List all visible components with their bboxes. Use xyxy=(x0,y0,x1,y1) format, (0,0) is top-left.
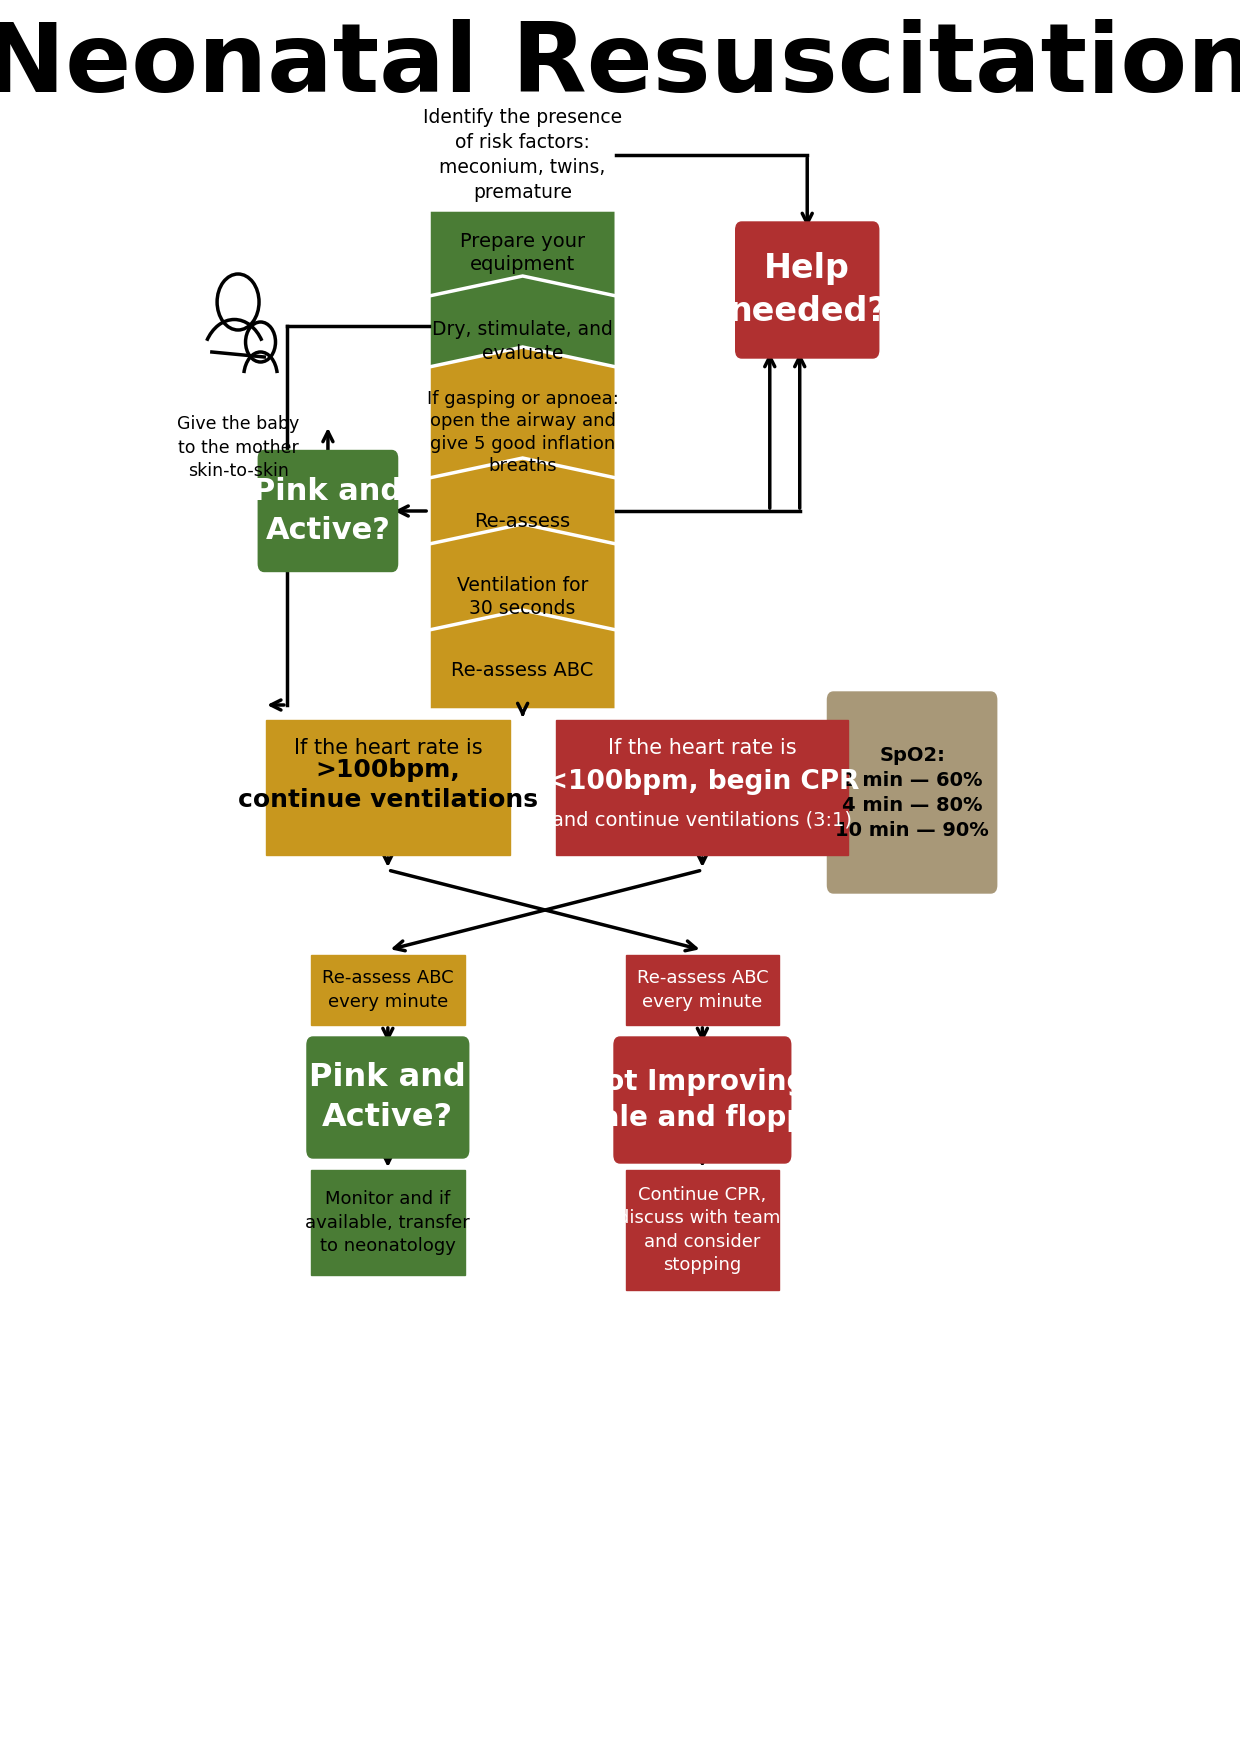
Text: and continue ventilations (3:1): and continue ventilations (3:1) xyxy=(552,810,852,829)
FancyBboxPatch shape xyxy=(626,955,779,1026)
Text: Dry, stimulate, and
evaluate: Dry, stimulate, and evaluate xyxy=(433,321,613,363)
Text: SpO2:
2 min — 60%
4 min — 80%
10 min — 90%: SpO2: 2 min — 60% 4 min — 80% 10 min — 9… xyxy=(836,745,990,840)
Polygon shape xyxy=(429,458,616,568)
FancyBboxPatch shape xyxy=(308,1038,469,1159)
Polygon shape xyxy=(429,347,616,501)
Polygon shape xyxy=(429,275,616,391)
Text: Neonatal Resuscitation: Neonatal Resuscitation xyxy=(0,19,1240,112)
Text: Pink and
Active?: Pink and Active? xyxy=(253,477,403,545)
Text: Re-assess ABC
every minute: Re-assess ABC every minute xyxy=(322,969,454,1011)
Text: <100bpm, begin CPR: <100bpm, begin CPR xyxy=(546,770,859,796)
Text: Re-assess ABC
every minute: Re-assess ABC every minute xyxy=(636,969,769,1011)
Text: >100bpm,
continue ventilations: >100bpm, continue ventilations xyxy=(238,757,538,812)
FancyBboxPatch shape xyxy=(735,223,879,358)
Text: Identify the presence
of risk factors:
meconium, twins,
premature: Identify the presence of risk factors: m… xyxy=(423,109,622,202)
Text: If gasping or apnoea:
open the airway and
give 5 good inflation
breaths: If gasping or apnoea: open the airway an… xyxy=(427,391,619,475)
Text: Help
needed?: Help needed? xyxy=(728,252,887,328)
Text: Pink and
Active?: Pink and Active? xyxy=(310,1062,466,1132)
Polygon shape xyxy=(429,610,616,710)
FancyBboxPatch shape xyxy=(267,720,510,855)
Text: Continue CPR,
discuss with team,
and consider
stopping: Continue CPR, discuss with team, and con… xyxy=(619,1185,786,1274)
FancyBboxPatch shape xyxy=(258,451,398,571)
FancyBboxPatch shape xyxy=(311,955,465,1026)
FancyBboxPatch shape xyxy=(614,1038,791,1162)
Text: Prepare your
equipment: Prepare your equipment xyxy=(460,231,585,273)
FancyBboxPatch shape xyxy=(311,1169,465,1274)
Polygon shape xyxy=(429,210,616,321)
Text: If the heart rate is: If the heart rate is xyxy=(608,738,796,757)
Text: Re-assess: Re-assess xyxy=(475,512,570,531)
FancyBboxPatch shape xyxy=(557,720,848,855)
Text: If the heart rate is: If the heart rate is xyxy=(294,738,482,757)
FancyBboxPatch shape xyxy=(626,1169,779,1290)
FancyBboxPatch shape xyxy=(827,692,997,892)
Polygon shape xyxy=(429,524,616,654)
Text: Ventilation for
30 seconds: Ventilation for 30 seconds xyxy=(458,575,588,619)
Text: Monitor and if
available, transfer
to neonatology: Monitor and if available, transfer to ne… xyxy=(305,1190,470,1255)
Text: Give the baby
to the mother
skin-to-skin: Give the baby to the mother skin-to-skin xyxy=(177,415,299,480)
Text: Re-assess ABC: Re-assess ABC xyxy=(451,661,594,680)
Text: Not Improving?
(pale and floppy): Not Improving? (pale and floppy) xyxy=(568,1068,837,1132)
